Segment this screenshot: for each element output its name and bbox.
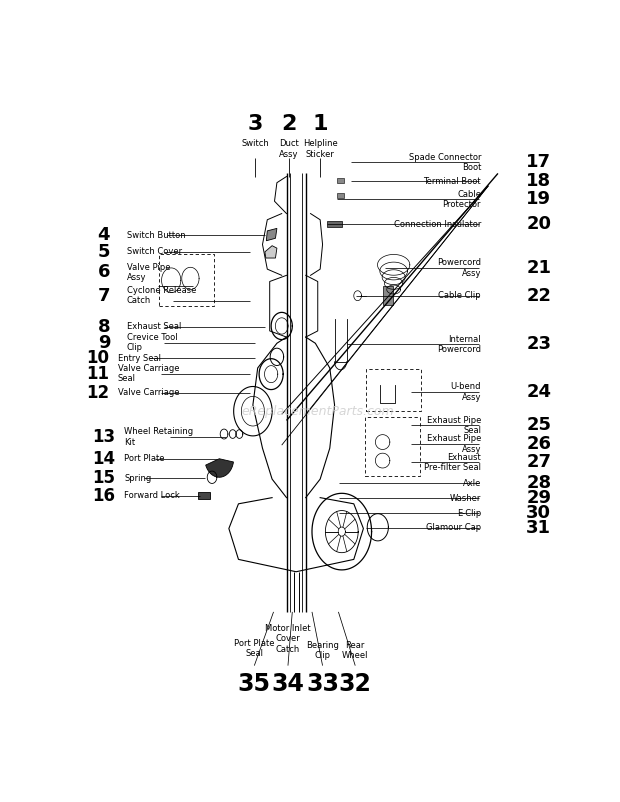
Text: Axle: Axle — [463, 479, 481, 488]
Text: Forward Lock: Forward Lock — [124, 492, 180, 500]
Text: Switch Button: Switch Button — [127, 231, 185, 240]
Text: Connection Insulator: Connection Insulator — [394, 220, 481, 229]
Text: Duct
Assy: Duct Assy — [279, 140, 299, 159]
Text: 28: 28 — [526, 475, 551, 492]
Text: Helpline
Sticker: Helpline Sticker — [303, 140, 337, 159]
Text: 32: 32 — [339, 672, 371, 696]
Text: Switch: Switch — [241, 140, 269, 148]
Text: 29: 29 — [526, 489, 551, 507]
Text: 23: 23 — [526, 335, 551, 354]
Text: 14: 14 — [92, 450, 115, 468]
Text: Internal
Powercord: Internal Powercord — [437, 334, 481, 354]
Text: Exhaust
Pre-filter Seal: Exhaust Pre-filter Seal — [424, 453, 481, 472]
Text: 18: 18 — [526, 172, 551, 190]
Text: Spring: Spring — [124, 474, 151, 483]
Text: Rear
Wheel: Rear Wheel — [342, 641, 368, 660]
Text: 35: 35 — [238, 672, 271, 696]
Text: Exhaust Seal: Exhaust Seal — [127, 322, 182, 331]
Text: Washer: Washer — [450, 494, 481, 503]
Text: Port Plate
Seal: Port Plate Seal — [234, 639, 275, 658]
Wedge shape — [206, 459, 234, 477]
Text: 24: 24 — [526, 383, 551, 401]
Text: 9: 9 — [98, 334, 110, 351]
Text: Crevice Tool
Clip: Crevice Tool Clip — [127, 333, 177, 352]
Bar — [337, 178, 344, 183]
Bar — [365, 417, 420, 476]
Bar — [159, 253, 215, 306]
Text: Spade Connector
Boot: Spade Connector Boot — [409, 152, 481, 172]
Text: Glamour Cap: Glamour Cap — [426, 524, 481, 533]
Text: 12: 12 — [86, 383, 109, 402]
Text: Powercord
Assy: Powercord Assy — [437, 258, 481, 277]
Text: Exhaust Pipe
Seal: Exhaust Pipe Seal — [427, 415, 481, 435]
Text: Valve Carriage
Seal: Valve Carriage Seal — [118, 364, 179, 383]
Text: 10: 10 — [86, 349, 109, 367]
Text: 2: 2 — [281, 114, 296, 134]
Text: 16: 16 — [92, 487, 115, 504]
Text: 11: 11 — [86, 365, 109, 383]
Text: 1: 1 — [312, 114, 328, 134]
Text: 17: 17 — [526, 153, 551, 172]
Text: Exhaust Pipe
Assy: Exhaust Pipe Assy — [427, 434, 481, 454]
Polygon shape — [265, 245, 277, 258]
Polygon shape — [267, 229, 277, 241]
Bar — [327, 221, 342, 227]
Text: 7: 7 — [98, 286, 110, 305]
Text: Terminal Boot: Terminal Boot — [423, 177, 481, 186]
Text: 3: 3 — [247, 114, 263, 134]
Text: Cable Clip: Cable Clip — [438, 291, 481, 300]
Text: 33: 33 — [306, 672, 339, 696]
Text: Valve Carriage: Valve Carriage — [118, 388, 179, 397]
Text: 31: 31 — [526, 519, 551, 537]
Text: 13: 13 — [92, 428, 115, 446]
Text: 30: 30 — [526, 504, 551, 522]
Text: 5: 5 — [98, 243, 110, 261]
Text: 20: 20 — [526, 215, 551, 233]
Text: U-bend
Assy: U-bend Assy — [451, 383, 481, 402]
Text: Cyclone Release
Catch: Cyclone Release Catch — [127, 286, 197, 306]
Text: 26: 26 — [526, 435, 551, 453]
Text: Entry Seal: Entry Seal — [118, 354, 161, 363]
Text: Bearing
Clip: Bearing Clip — [306, 641, 339, 660]
Text: E-Clip: E-Clip — [457, 508, 481, 517]
Text: 8: 8 — [97, 318, 110, 335]
Text: eReplacementParts.com: eReplacementParts.com — [241, 405, 394, 418]
Text: 27: 27 — [526, 453, 551, 472]
Text: Motor Inlet
Cover
Catch: Motor Inlet Cover Catch — [265, 624, 311, 654]
Text: 4: 4 — [98, 226, 110, 244]
Text: 21: 21 — [526, 259, 551, 277]
Text: 25: 25 — [526, 416, 551, 435]
Text: Valve Pipe
Assy: Valve Pipe Assy — [127, 262, 170, 282]
Text: Cable
Protector: Cable Protector — [443, 189, 481, 209]
Text: 6: 6 — [98, 263, 110, 282]
Text: Port Plate: Port Plate — [124, 454, 164, 464]
Bar — [366, 369, 421, 411]
Bar — [383, 286, 393, 305]
Text: Wheel Retaining
Kit: Wheel Retaining Kit — [124, 427, 193, 447]
Bar — [337, 193, 344, 198]
Text: 15: 15 — [92, 469, 115, 488]
Bar — [198, 492, 210, 500]
Text: Switch Cover: Switch Cover — [127, 247, 182, 257]
Text: 19: 19 — [526, 190, 551, 209]
Text: 34: 34 — [272, 672, 304, 696]
Text: 22: 22 — [526, 286, 551, 305]
